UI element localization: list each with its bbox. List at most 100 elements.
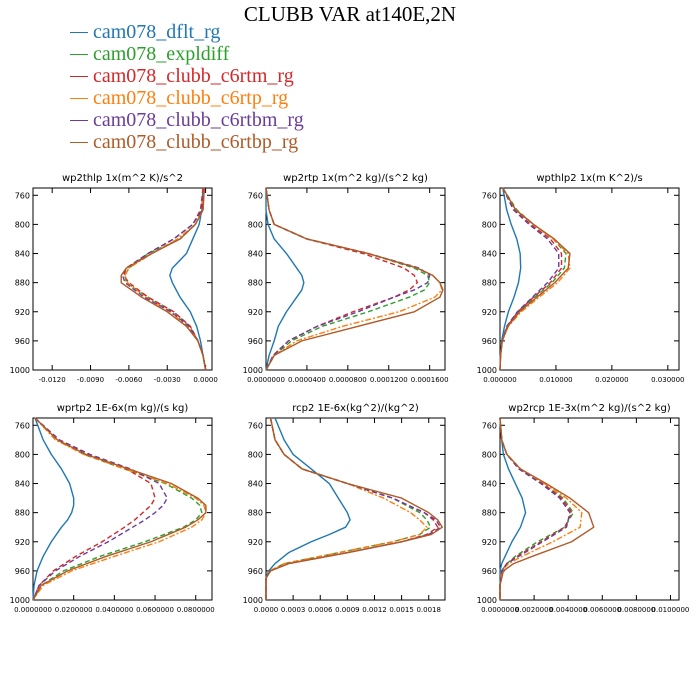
subplot-title: rcp2 1E-6x(kg^2)/(kg^2): [292, 403, 419, 414]
x-tick-label: 0.0000800: [329, 376, 367, 384]
legend-label: cam078_dflt_rg: [93, 21, 221, 43]
x-tick-label: 0.0006: [308, 606, 333, 614]
y-tick-label: 840: [482, 250, 497, 259]
legend: cam078_dflt_rg cam078_expldiff cam078_club…: [70, 21, 304, 153]
y-tick-label: 880: [15, 279, 30, 288]
y-tick-label: 800: [248, 450, 263, 459]
series-line: [32, 417, 203, 601]
legend-swatch: [70, 119, 88, 121]
y-tick-label: 760: [15, 421, 30, 430]
series-line: [499, 187, 563, 371]
x-tick-label: 0.010000: [539, 376, 572, 384]
legend-entry: cam078_dflt_rg: [70, 21, 304, 43]
legend-label: cam078_clubb_c6rtp_rg: [93, 87, 289, 109]
y-tick-label: 960: [248, 337, 263, 346]
series-line: [499, 187, 571, 371]
plot-frame: [265, 187, 446, 371]
y-tick-label: 960: [482, 337, 497, 346]
series-line: [499, 187, 567, 371]
legend-entry: cam078_clubb_c6rtp_rg: [70, 87, 304, 109]
y-tick-label: 920: [248, 308, 263, 317]
y-tick-label: 880: [248, 279, 263, 288]
plot-frame: [32, 187, 213, 371]
x-tick-label: 0.0000: [254, 606, 279, 614]
legend-label: cam078_clubb_c6rtm_rg: [93, 65, 294, 87]
series-line: [32, 417, 207, 601]
legend-swatch: [70, 141, 88, 143]
series-line: [499, 417, 527, 600]
series-line: [265, 417, 439, 600]
x-tick-label: 0.0040000: [549, 606, 587, 614]
y-tick-label: 920: [482, 308, 497, 317]
series-line: [499, 417, 574, 600]
subplot: wp2rtp 1x(m^2 kg)/(s^2 kg) 760 800 840 880 92…: [243, 173, 449, 384]
subplot: wp2rcp 1E-3x(m^2 kg)/(s^2 kg) 760 800 840 88…: [477, 403, 690, 614]
x-tick-label: 0.0200000: [55, 606, 93, 614]
y-tick-label: 1000: [477, 366, 497, 375]
y-tick-label: 840: [15, 250, 30, 259]
legend-entry: cam078_clubb_c6rtbm_rg: [70, 109, 304, 131]
legend-entry: cam078_expldiff: [70, 43, 304, 65]
x-tick-label: 0.0100000: [652, 606, 690, 614]
x-tick-label: 0.0000400: [288, 376, 326, 384]
subplot: rcp2 1E-6x(kg^2)/(kg^2) 760 800 840 880 920 96…: [243, 403, 446, 614]
y-tick-label: 840: [482, 480, 497, 489]
series-line: [124, 187, 207, 371]
y-tick-label: 1000: [243, 596, 263, 605]
x-tick-label: -0.0090: [77, 376, 104, 384]
plot-frame: [499, 187, 680, 371]
legend-swatch: [70, 53, 88, 55]
series-line: [265, 417, 432, 600]
y-tick-label: 800: [15, 450, 30, 459]
x-tick-label: 0.0015: [389, 606, 414, 614]
x-tick-label: -0.0060: [115, 376, 142, 384]
series-line: [121, 187, 207, 371]
chart-main-title: CLUBB VAR at140E,2N: [243, 2, 457, 26]
y-tick-label: 760: [248, 191, 263, 200]
series-line: [265, 417, 428, 600]
plot-frame: [499, 417, 680, 601]
legend-swatch: [70, 75, 88, 77]
x-tick-label: 0.0000000: [481, 606, 519, 614]
series-line: [499, 187, 522, 371]
y-tick-label: 1000: [10, 596, 30, 605]
series-line: [499, 417, 595, 600]
y-tick-label: 760: [482, 421, 497, 430]
series-line: [499, 417, 573, 600]
y-tick-label: 840: [248, 250, 263, 259]
x-tick-label: 0.0001200: [370, 376, 408, 384]
series-line: [265, 187, 444, 371]
y-tick-label: 880: [248, 509, 263, 518]
x-tick-label: 0.0001600: [411, 376, 449, 384]
series-line: [265, 187, 431, 371]
y-tick-label: 880: [482, 279, 497, 288]
y-tick-label: 920: [248, 538, 263, 547]
series-line: [499, 417, 571, 600]
x-tick-label: 0.0800000: [177, 606, 215, 614]
series-line: [499, 187, 571, 371]
x-tick-label: 0.0000000: [14, 606, 52, 614]
x-tick-label: 0.000000: [483, 376, 516, 384]
subplot: wp2thlp 1x(m^2 K)/s^2 760 800 840 880 920 960 1…: [10, 173, 218, 384]
y-tick-label: 760: [482, 191, 497, 200]
series-line: [32, 417, 168, 601]
y-tick-label: 800: [15, 220, 30, 229]
y-tick-label: 920: [482, 538, 497, 547]
series-line: [120, 187, 207, 371]
y-tick-label: 760: [15, 191, 30, 200]
legend-swatch: [70, 97, 88, 99]
subplot: wpthlp2 1x(m K^2)/s 760 800 840 880 920 960 100…: [477, 173, 685, 384]
x-tick-label: -0.0120: [39, 376, 66, 384]
x-tick-label: 0.0060000: [583, 606, 621, 614]
y-tick-label: 880: [15, 509, 30, 518]
y-tick-label: 800: [482, 220, 497, 229]
series-line: [123, 187, 207, 371]
y-tick-label: 960: [15, 567, 30, 576]
y-tick-label: 920: [15, 538, 30, 547]
subplot: wprtp2 1E-6x(m kg)/(s kg) 760 800 840 880 920…: [10, 403, 215, 614]
x-tick-label: 0.0012: [362, 606, 387, 614]
y-tick-label: 1000: [10, 366, 30, 375]
y-tick-label: 920: [15, 308, 30, 317]
subplot-title: wp2rtp 1x(m^2 kg)/(s^2 kg): [283, 173, 428, 184]
